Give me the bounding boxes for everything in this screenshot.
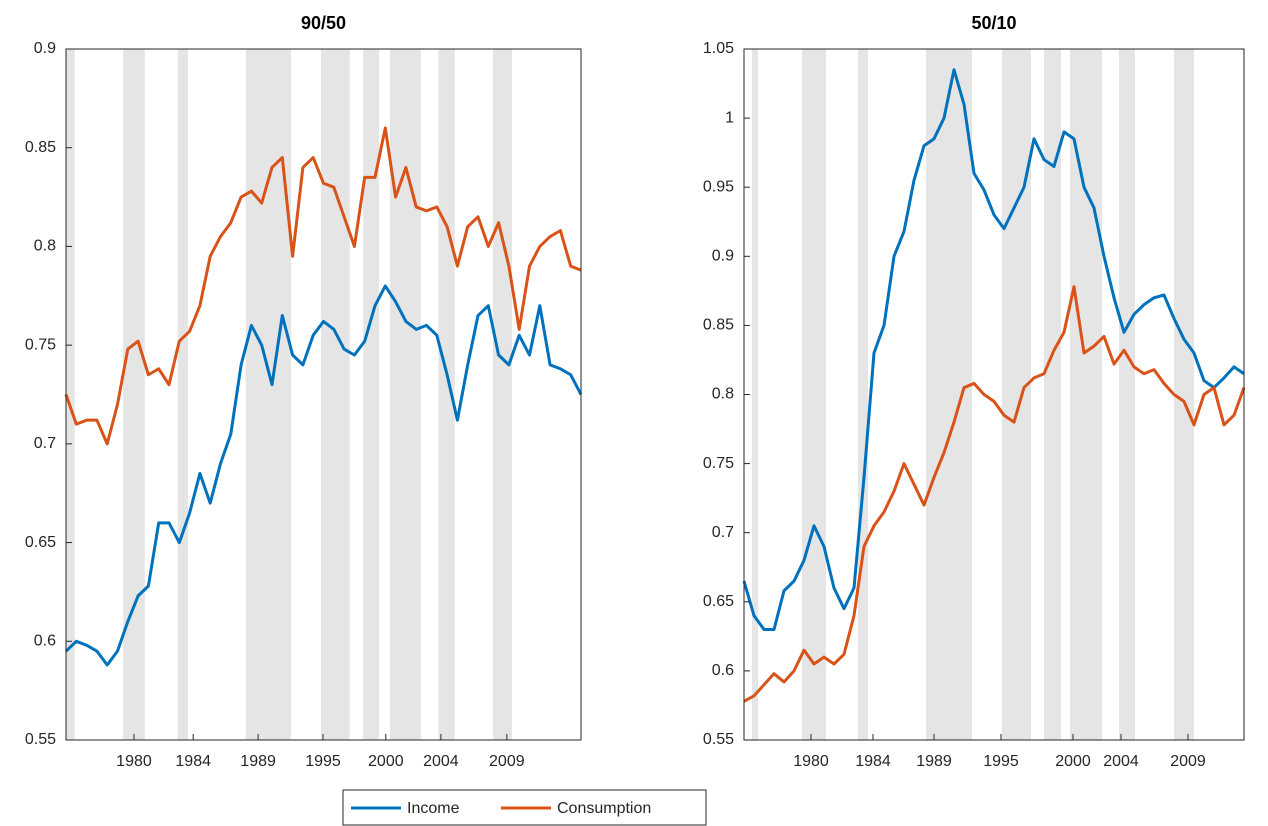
y-tick-label: 1 xyxy=(725,109,734,126)
y-tick-label: 0.65 xyxy=(703,593,734,610)
shaded-period xyxy=(363,49,380,740)
y-tick-label: 0.8 xyxy=(34,238,56,255)
x-tick-label: 2000 xyxy=(1055,753,1091,770)
x-tick-label: 2000 xyxy=(368,753,404,770)
shaded-period xyxy=(245,49,292,740)
shaded-period xyxy=(177,49,189,740)
y-tick-label: 0.6 xyxy=(712,662,734,679)
y-tick-label: 0.8 xyxy=(712,386,734,403)
y-tick-label: 1.05 xyxy=(703,40,734,57)
legend-label: Income xyxy=(407,800,460,817)
x-tick-label: 1989 xyxy=(916,753,952,770)
shaded-period xyxy=(320,49,350,740)
legend-label: Consumption xyxy=(557,800,651,817)
x-tick-label: 2004 xyxy=(1103,753,1139,770)
x-tick-label: 1984 xyxy=(175,753,211,770)
x-tick-label: 1984 xyxy=(855,753,891,770)
shaded-period xyxy=(1044,49,1061,740)
shaded-period xyxy=(66,49,75,740)
data-line xyxy=(64,126,582,446)
data-line xyxy=(64,284,583,667)
y-tick-label: 0.95 xyxy=(703,178,734,195)
x-tick-label: 1980 xyxy=(793,753,829,770)
shaded-period xyxy=(926,49,972,740)
shaded-period xyxy=(438,49,455,740)
y-tick-label: 0.75 xyxy=(703,455,734,472)
y-tick-label: 0.55 xyxy=(25,731,56,748)
y-tick-label: 0.65 xyxy=(25,534,56,551)
legend: Income Consumption xyxy=(342,789,707,826)
shaded-period xyxy=(858,49,868,740)
shaded-period xyxy=(802,49,826,740)
x-tick-label: 2009 xyxy=(489,753,525,770)
shaded-period xyxy=(1174,49,1194,740)
data-line xyxy=(742,68,1245,631)
y-tick-label: 0.9 xyxy=(712,248,734,265)
y-tick-label: 0.9 xyxy=(34,40,56,57)
y-tick-label: 0.85 xyxy=(25,139,56,156)
axes-box xyxy=(65,48,582,741)
x-tick-label: 1989 xyxy=(240,753,276,770)
shaded-period xyxy=(752,49,758,740)
y-tick-label: 0.6 xyxy=(34,633,56,650)
y-tick-label: 0.7 xyxy=(34,435,56,452)
chart-title: 50/10 xyxy=(971,13,1016,33)
shaded-period xyxy=(1002,49,1031,740)
y-tick-label: 0.7 xyxy=(712,524,734,541)
shaded-period xyxy=(1070,49,1102,740)
y-tick-label: 0.75 xyxy=(25,336,56,353)
data-line xyxy=(743,285,1246,703)
x-tick-label: 1980 xyxy=(116,753,152,770)
shaded-period xyxy=(389,49,421,740)
x-tick-label: 1995 xyxy=(305,753,341,770)
y-tick-label: 0.55 xyxy=(703,731,734,748)
shaded-period xyxy=(492,49,512,740)
x-tick-label: 1995 xyxy=(983,753,1019,770)
chart-title: 90/50 xyxy=(301,13,346,33)
shaded-period xyxy=(1119,49,1135,740)
y-tick-label: 0.85 xyxy=(703,317,734,334)
x-tick-label: 2004 xyxy=(423,753,459,770)
x-tick-label: 2009 xyxy=(1170,753,1206,770)
shaded-period xyxy=(123,49,145,740)
